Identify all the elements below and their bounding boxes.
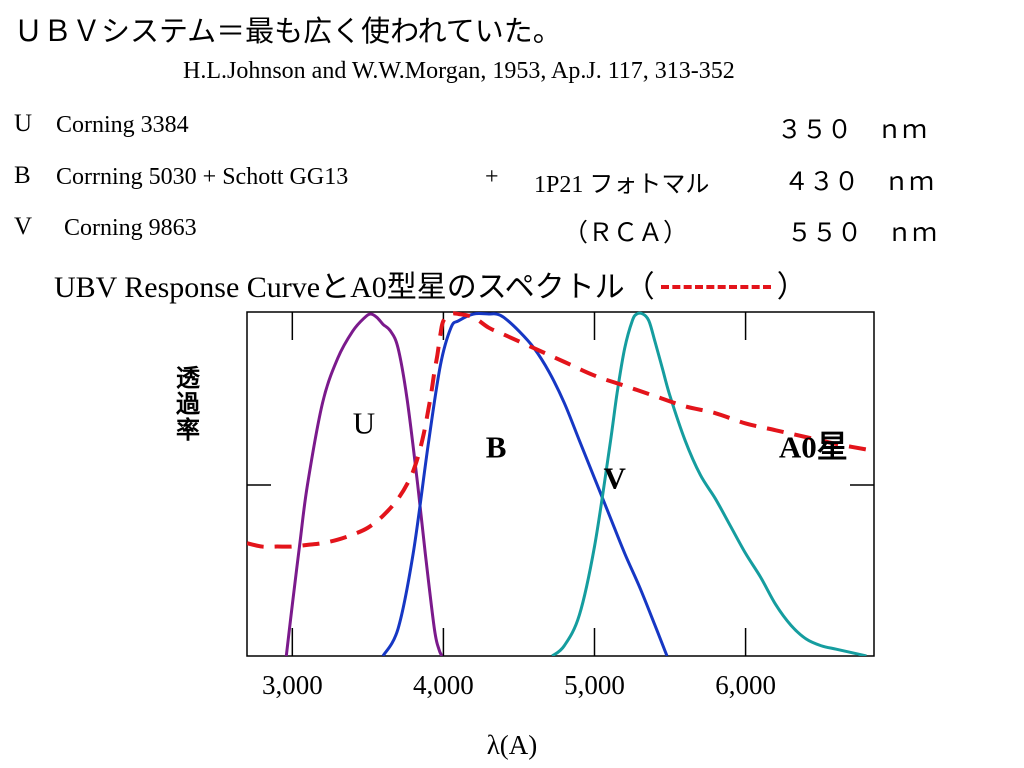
filter-wavelength: ３５０ ｎｍ [777, 117, 928, 144]
curve-label: B [486, 430, 507, 465]
filter-wavelength: ５５０ ｎｍ [787, 220, 938, 247]
curve-label: V [604, 460, 627, 495]
chart-title: UBV Response CurveとA0型星のスペクトル（ ） [54, 262, 807, 306]
curve-label: A0星 [779, 430, 848, 465]
a0-legend-dash [660, 285, 771, 290]
filter-glass: Corning 3384 [56, 112, 189, 138]
citation: H.L.Johnson and W.W.Morgan, 1953, Ap.J. … [183, 58, 735, 84]
x-tick-label: 6,000 [715, 670, 776, 700]
filter-wavelength: ４３０ ｎｍ [784, 169, 935, 196]
chart-title-star: A0 [350, 271, 387, 304]
y-axis-label: 透過率 [176, 366, 200, 444]
x-tick-label: 4,000 [413, 670, 474, 700]
page-title: ＵＢＶシステム＝最も広く使われていた。 [14, 16, 562, 48]
a0-spectrum-line [247, 311, 874, 549]
series-v-line [551, 311, 867, 656]
series-b-line [381, 311, 669, 656]
x-tick-label: 5,000 [564, 670, 625, 700]
series-u-line [284, 312, 444, 656]
filter-detector: 1P21 フォトマル [534, 172, 710, 198]
chart-title-before: UBV Response Curveと [54, 271, 351, 304]
filter-glass: Corning 9863 [64, 215, 197, 241]
filter-detector: （ＲＣＡ） [563, 220, 689, 247]
filter-band: V [14, 213, 33, 240]
filter-band: B [14, 162, 31, 189]
curve-label: U [353, 406, 375, 441]
x-axis-label: λ(A) [486, 730, 538, 760]
filter-band: U [14, 110, 33, 137]
chart-title-close: ） [776, 271, 807, 304]
x-tick-label: 3,000 [262, 670, 323, 700]
filter-glass: Corrning 5030 + Schott GG13 [56, 164, 349, 190]
plot-frame [246, 311, 875, 657]
chart-title-after: 型星のスペクトル（ [386, 271, 655, 304]
filter-plus: + [485, 164, 499, 190]
